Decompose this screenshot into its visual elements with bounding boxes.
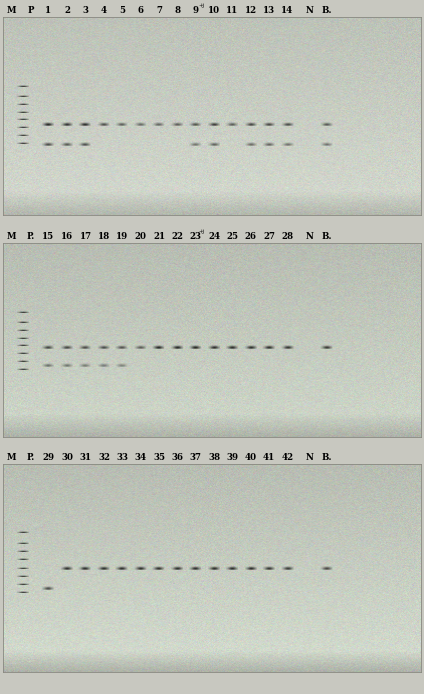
Text: P: P: [28, 6, 34, 15]
Text: 29: 29: [42, 453, 54, 462]
Text: 16: 16: [61, 232, 73, 242]
Text: 32: 32: [98, 453, 110, 462]
Text: 11: 11: [226, 6, 239, 15]
Text: 22: 22: [171, 232, 183, 242]
Text: 9: 9: [193, 6, 199, 15]
Text: 19: 19: [116, 232, 128, 242]
Text: 21: 21: [153, 232, 165, 242]
Text: B.: B.: [321, 453, 332, 462]
Text: +j: +j: [198, 229, 204, 235]
Text: 37: 37: [190, 453, 202, 462]
Text: 28: 28: [282, 232, 293, 242]
Text: 31: 31: [80, 453, 92, 462]
Text: 13: 13: [263, 6, 275, 15]
Text: 4: 4: [101, 6, 107, 15]
Text: M: M: [7, 232, 17, 242]
Text: 25: 25: [226, 232, 238, 242]
Text: 26: 26: [245, 232, 257, 242]
Text: 40: 40: [245, 453, 257, 462]
Text: 6: 6: [138, 6, 144, 15]
Text: 27: 27: [263, 232, 275, 242]
Text: 10: 10: [208, 6, 220, 15]
Text: 12: 12: [245, 6, 257, 15]
Text: 18: 18: [98, 232, 110, 242]
Text: M: M: [7, 453, 17, 462]
Text: 30: 30: [61, 453, 73, 462]
Text: +j: +j: [198, 3, 204, 8]
Text: 38: 38: [208, 453, 220, 462]
Text: 24: 24: [208, 232, 220, 242]
Text: B.: B.: [321, 6, 332, 15]
Text: N: N: [306, 6, 314, 15]
Text: 35: 35: [153, 453, 165, 462]
Text: M: M: [7, 6, 17, 15]
Text: 3: 3: [83, 6, 89, 15]
Text: 41: 41: [263, 453, 275, 462]
Text: 7: 7: [156, 6, 162, 15]
Text: P.: P.: [27, 232, 35, 242]
Text: 8: 8: [174, 6, 181, 15]
Text: N: N: [306, 232, 314, 242]
Text: 1: 1: [45, 6, 51, 15]
Text: 15: 15: [42, 232, 55, 242]
Text: 14: 14: [282, 6, 294, 15]
Text: 23: 23: [190, 232, 202, 242]
Text: 42: 42: [282, 453, 293, 462]
Text: 2: 2: [64, 6, 70, 15]
Text: 39: 39: [226, 453, 238, 462]
Text: 34: 34: [134, 453, 147, 462]
Text: P.: P.: [27, 453, 35, 462]
Text: 5: 5: [119, 6, 126, 15]
Text: 17: 17: [80, 232, 92, 242]
Text: 33: 33: [116, 453, 128, 462]
Text: 20: 20: [135, 232, 147, 242]
Text: B.: B.: [321, 232, 332, 242]
Text: N: N: [306, 453, 314, 462]
Text: 36: 36: [171, 453, 183, 462]
